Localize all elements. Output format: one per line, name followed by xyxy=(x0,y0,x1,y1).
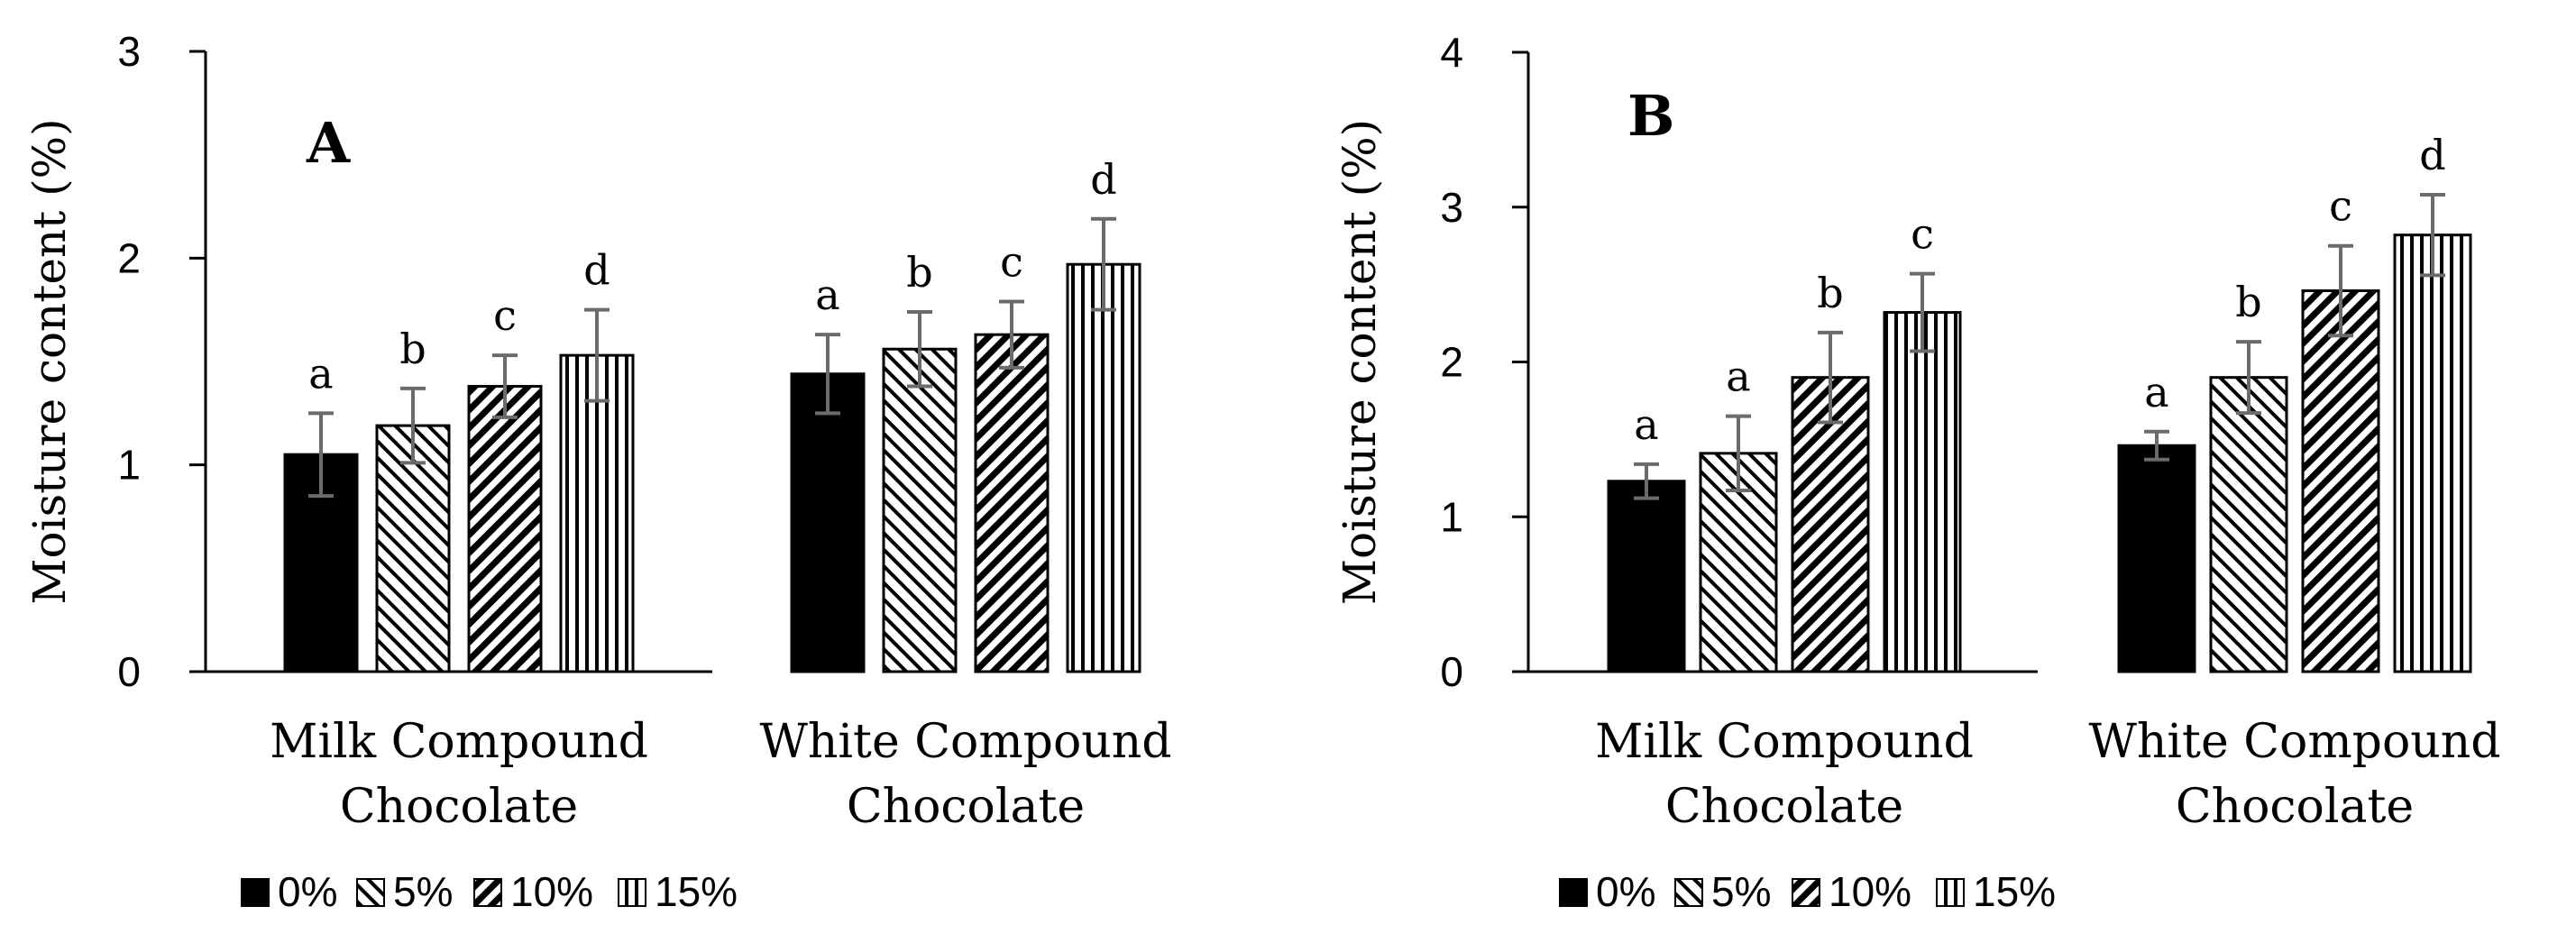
legend-label: 10% xyxy=(510,868,593,915)
bar-0pct-white xyxy=(2117,444,2196,673)
legend-label: 5% xyxy=(1711,868,1771,915)
legend-swatch xyxy=(1936,878,1965,907)
y-tick-label: 0 xyxy=(1440,648,1463,695)
bar-10pct-white xyxy=(974,333,1050,673)
bar-5pct-white xyxy=(2209,376,2288,673)
significance-letter: d xyxy=(1090,155,1116,204)
category-label-line2: Chocolate xyxy=(2176,780,2414,834)
bar-15pct-milk xyxy=(1883,311,1962,673)
y-tick-label: 0 xyxy=(117,648,141,695)
significance-letter: c xyxy=(493,291,517,340)
legend-swatch xyxy=(1792,878,1820,907)
significance-letter: b xyxy=(906,248,932,297)
bar-0pct-milk xyxy=(1607,480,1686,673)
bar-10pct-milk xyxy=(467,385,543,673)
legend-swatch xyxy=(1559,878,1588,907)
chart-panel-a: 0 1 2 3 Moisture content (%) Aa b c d Milk Compou… xyxy=(23,28,1172,915)
category-label-line2: Chocolate xyxy=(1665,780,1903,834)
y-tick-label: 1 xyxy=(117,442,141,489)
significance-letter: a xyxy=(1726,352,1750,401)
significance-letter: a xyxy=(1634,400,1658,449)
y-tick-label: 3 xyxy=(117,28,141,75)
legend-swatch xyxy=(241,878,270,907)
category-label-line1: Milk Compound xyxy=(270,715,648,769)
significance-letter: c xyxy=(2329,182,2352,231)
legend-label: 0% xyxy=(1596,868,1655,915)
y-axis-title: Moisture content (%) xyxy=(1334,119,1386,605)
significance-letter: a xyxy=(2144,368,2168,417)
chart-panel-b: 0 1 2 3 4 Moisture content (%) Ba a b c Milk Compo… xyxy=(1334,29,2501,915)
bar-15pct-white xyxy=(1066,262,1141,673)
y-tick-label: 4 xyxy=(1440,29,1463,76)
category-label-line1: Milk Compound xyxy=(1595,715,1974,769)
legend-label: 0% xyxy=(278,868,337,915)
category-label-line2: Chocolate xyxy=(847,780,1085,834)
category-label-line2: Chocolate xyxy=(340,780,578,834)
legend-swatch xyxy=(356,878,385,907)
legend-label: 15% xyxy=(1973,868,2056,915)
y-tick-label: 3 xyxy=(1440,184,1463,231)
legend-label: 10% xyxy=(1829,868,1911,915)
bar-10pct-white xyxy=(2301,288,2380,673)
legend-swatch xyxy=(1674,878,1703,907)
bar-15pct-white xyxy=(2393,233,2472,673)
y-tick-label: 1 xyxy=(1440,493,1463,540)
legend-swatch xyxy=(473,878,502,907)
bar-10pct-milk xyxy=(1791,376,1870,673)
legend-label: 5% xyxy=(393,868,453,915)
panel-label: A xyxy=(306,110,351,176)
significance-letter: b xyxy=(399,325,426,373)
category-label-line1: White Compound xyxy=(2088,715,2500,769)
significance-letter: c xyxy=(1911,210,1934,259)
bar-15pct-milk xyxy=(559,353,635,673)
category-label-line1: White Compound xyxy=(759,715,1171,769)
legend-swatch xyxy=(618,878,646,907)
significance-letter: d xyxy=(583,246,610,295)
bar-0pct-white xyxy=(790,372,866,673)
significance-letter: c xyxy=(1000,237,1023,286)
bar-5pct-milk xyxy=(375,424,451,673)
legend-label: 15% xyxy=(655,868,738,915)
y-tick-label: 2 xyxy=(117,234,141,281)
significance-letter: b xyxy=(2235,278,2261,326)
y-tick-label: 2 xyxy=(1440,339,1463,386)
significance-letter: d xyxy=(2419,131,2445,179)
significance-letter: a xyxy=(815,270,839,319)
bar-5pct-white xyxy=(882,347,958,673)
significance-letter: a xyxy=(308,349,333,398)
panel-label: B xyxy=(1627,83,1674,149)
y-axis-title: Moisture content (%) xyxy=(23,118,76,604)
significance-letter: b xyxy=(1817,269,1843,317)
